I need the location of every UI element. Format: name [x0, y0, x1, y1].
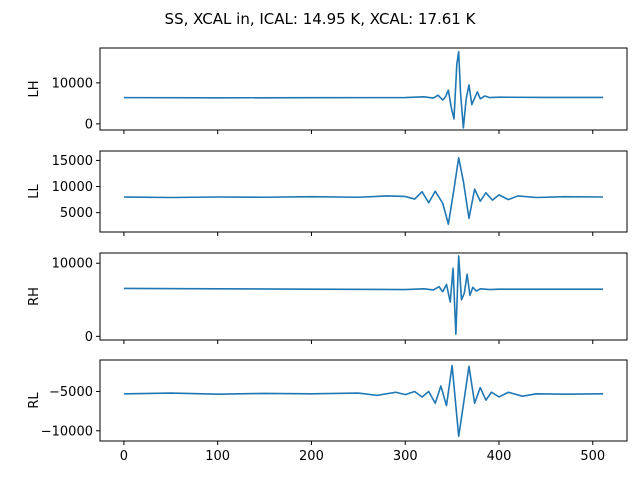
y-tick-label: 5000 [60, 206, 93, 221]
axes-frame [99, 47, 628, 131]
y-tick-label: 10000 [52, 257, 93, 272]
x-tick-label: 0 [120, 449, 128, 464]
subplot-3: 0 10000 RH [27, 252, 628, 345]
subplot-2: 5000 10000 15000 LL [27, 150, 628, 236]
series-line-1 [123, 156, 604, 225]
subplot-1: 0 10000 LH [27, 47, 628, 134]
y-tick-label: −10000 [41, 424, 93, 439]
axes-frame [99, 252, 628, 341]
x-tick-label: 100 [205, 449, 230, 464]
x-tick-label: 300 [393, 449, 418, 464]
x-tick-label: 400 [487, 449, 512, 464]
series-line-1 [123, 255, 604, 335]
x-tick-label: 500 [580, 449, 605, 464]
y-axis-label: RH [27, 287, 42, 306]
y-tick-label: 0 [85, 330, 93, 345]
series-line-1 [123, 364, 604, 438]
y-tick-label: 10000 [52, 180, 93, 195]
x-tick-label: 200 [299, 449, 324, 464]
y-tick-label: 0 [85, 117, 93, 132]
y-tick-label: −5000 [49, 385, 93, 400]
y-tick-label: 15000 [52, 154, 93, 169]
y-axis-label: LH [27, 80, 42, 97]
figure-title: SS, XCAL in, ICAL: 14.95 K, XCAL: 17.61 … [165, 10, 477, 28]
axes-frame [99, 150, 628, 233]
y-tick-label: 10000 [52, 76, 93, 91]
y-axis-label: LL [27, 184, 42, 199]
subplot-4: −10000 −5000 0 100 200 300 400 500 RL [27, 359, 628, 464]
axes-frame [99, 359, 628, 442]
series-line-1 [123, 50, 604, 129]
y-axis-label: RL [27, 392, 42, 409]
